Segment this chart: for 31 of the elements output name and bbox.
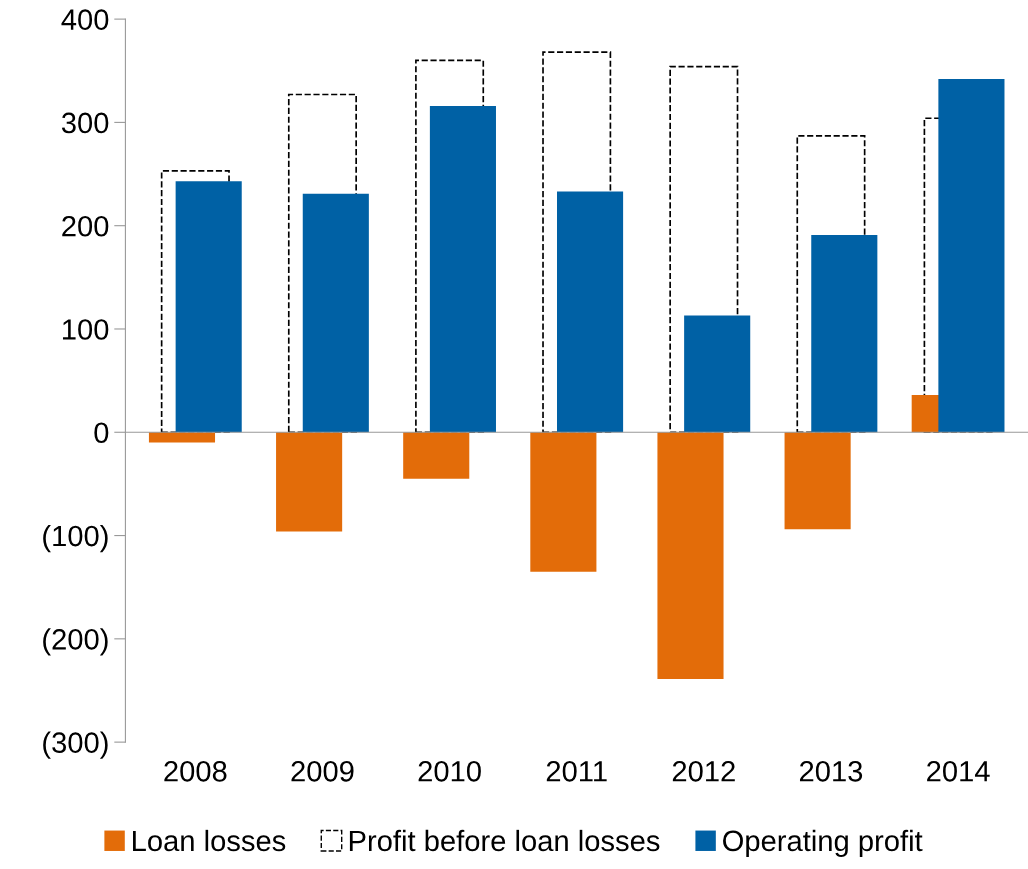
- x-tick-label: 2010: [418, 760, 481, 782]
- x-tick-label: 2013: [799, 760, 863, 782]
- bar: [811, 234, 878, 433]
- y-tick-label: (200): [43, 628, 108, 656]
- bar: [403, 432, 470, 479]
- bar: [302, 193, 369, 433]
- legend-label: Profit before loan losses: [349, 829, 660, 852]
- bar: [175, 181, 242, 433]
- legend-label: Operating profit: [723, 829, 923, 858]
- bar: [557, 191, 624, 433]
- y-tick-label: (300): [43, 731, 108, 759]
- bar: [276, 432, 343, 532]
- y-tick-label: 200: [62, 215, 109, 237]
- y-tick-label: 400: [61, 9, 109, 30]
- bar: [429, 105, 496, 433]
- y-tick-label: 0: [94, 422, 109, 444]
- x-tick-label: 2008: [164, 760, 227, 782]
- x-tick-label: 2009: [291, 760, 354, 782]
- bar: [684, 315, 751, 433]
- bar: [938, 79, 1005, 433]
- y-tick-label: 300: [61, 112, 109, 134]
- bar: [657, 432, 724, 680]
- y-tick-label: 100: [63, 319, 109, 340]
- bar: [148, 432, 216, 443]
- x-tick-label: 2012: [672, 760, 735, 782]
- y-tick-label: (100): [43, 524, 108, 553]
- x-tick-label: 2011: [546, 760, 607, 782]
- bar: [530, 432, 597, 572]
- legend-label: Loan losses: [133, 829, 286, 852]
- bar: [784, 432, 851, 530]
- x-tick-label: 2014: [927, 760, 990, 782]
